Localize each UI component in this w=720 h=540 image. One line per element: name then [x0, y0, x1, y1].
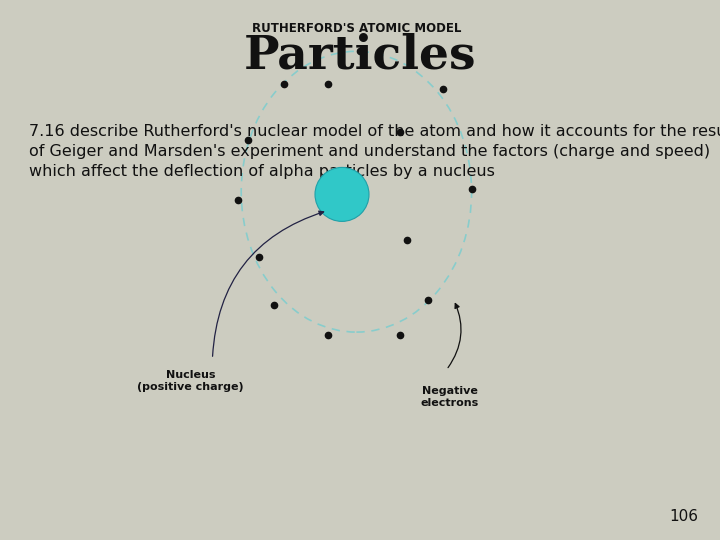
Text: Particles: Particles	[243, 32, 477, 78]
Ellipse shape	[315, 167, 369, 221]
Text: Nucleus
(positive charge): Nucleus (positive charge)	[138, 370, 244, 392]
Text: 7.16 describe Rutherford's nuclear model of the atom and how it accounts for the: 7.16 describe Rutherford's nuclear model…	[29, 124, 720, 179]
Text: 106: 106	[670, 509, 698, 524]
Text: Negative
electrons: Negative electrons	[421, 386, 479, 408]
Text: RUTHERFORD'S ATOMIC MODEL: RUTHERFORD'S ATOMIC MODEL	[252, 22, 461, 35]
